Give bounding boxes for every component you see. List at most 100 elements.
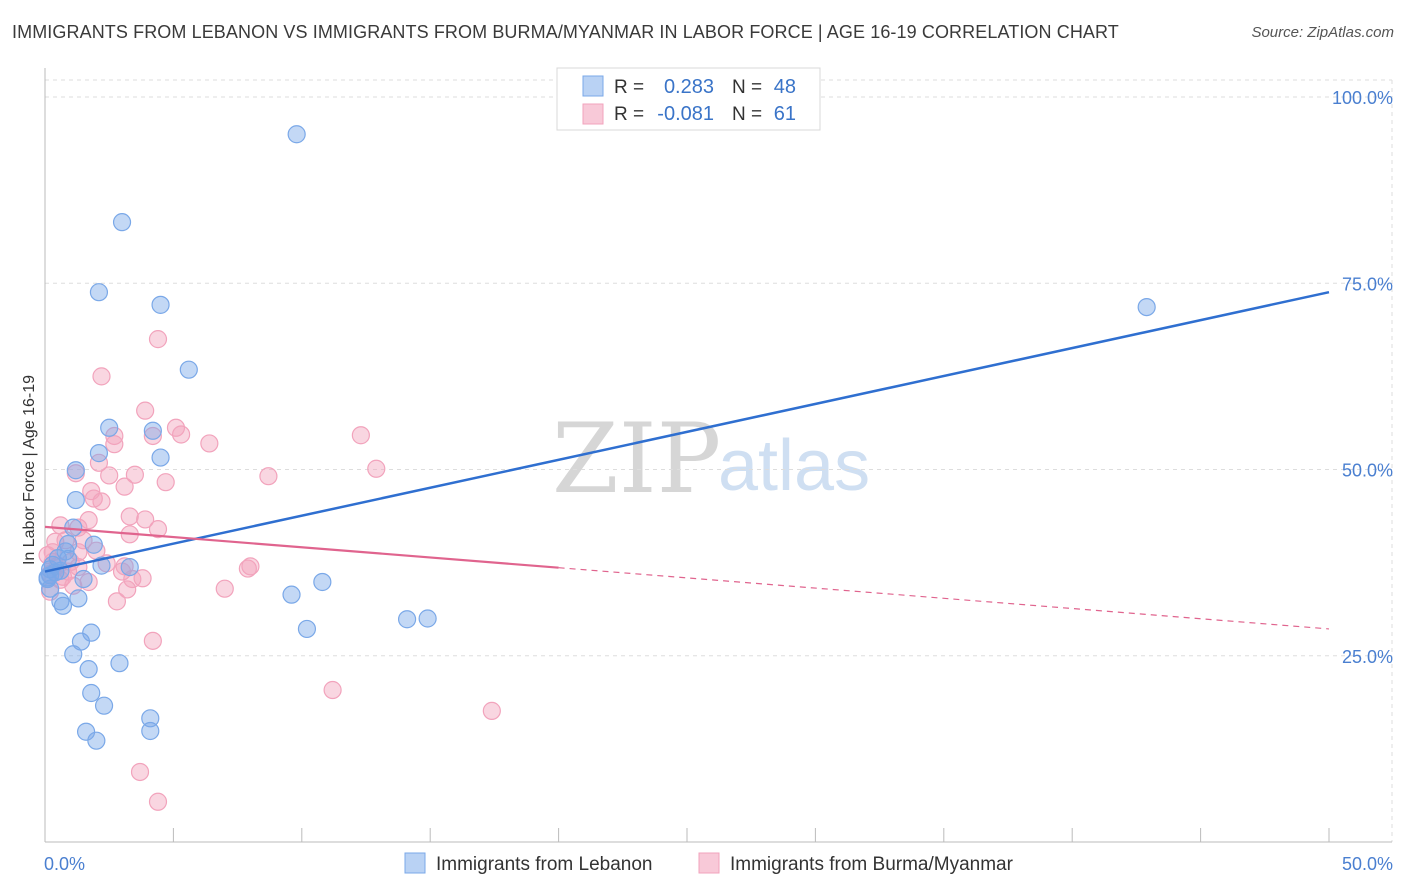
lebanon-point-39 <box>110 654 129 673</box>
burma-point-20 <box>92 492 111 511</box>
lebanon-point-38 <box>79 660 98 679</box>
burma-point-17 <box>115 477 134 496</box>
axes <box>44 68 1392 843</box>
lebanon-point-35 <box>82 623 101 642</box>
legend-burma-swatch <box>582 103 604 125</box>
burma-point-0 <box>148 330 168 349</box>
lebanon-point-43 <box>141 721 160 741</box>
lebanon-point-4 <box>179 360 198 379</box>
burma-point-16 <box>156 473 175 492</box>
y-tick-label-25: 25.0% <box>1342 647 1393 667</box>
legend-lebanon-marker <box>404 852 426 874</box>
burma-point-9 <box>351 426 370 445</box>
series-lebanon-points <box>38 125 1156 750</box>
lebanon-point-34 <box>297 619 317 639</box>
watermark-zip: ZIP <box>552 403 721 515</box>
legend-lebanon-label: Immigrants from Lebanon <box>436 854 653 875</box>
burma-trend-line-extension <box>558 567 1330 630</box>
burma-point-23 <box>136 510 155 529</box>
burma-point-10 <box>89 453 109 472</box>
burma-point-4 <box>172 425 191 444</box>
legend-r-label-2: R = <box>614 104 644 125</box>
lebanon-point-45 <box>87 731 106 750</box>
watermark-atlas: atlas <box>718 426 870 506</box>
lebanon-trend-line <box>44 290 1330 573</box>
burma-point-1 <box>92 367 111 386</box>
burma-point-8 <box>200 434 219 453</box>
lebanon-point-6 <box>100 418 119 437</box>
burma-point-46 <box>107 592 127 611</box>
burma-point-12 <box>100 466 119 485</box>
y-tick-label-75: 75.0% <box>1342 274 1393 294</box>
lebanon-point-25 <box>120 557 139 577</box>
y-tick-label-50: 50.0% <box>1342 461 1393 481</box>
burma-point-15 <box>367 459 386 478</box>
lebanon-point-33 <box>418 609 437 628</box>
burma-point-50 <box>323 680 342 700</box>
lebanon-point-7 <box>143 421 162 440</box>
lebanon-point-10 <box>66 461 85 480</box>
series-legend: Immigrants from Lebanon Immigrants from … <box>404 852 1014 875</box>
burma-point-41 <box>115 557 134 576</box>
lebanon-point-32 <box>397 610 417 629</box>
legend-burma-n: 61 <box>774 103 796 125</box>
lebanon-point-11 <box>66 490 85 510</box>
legend-n-label-2: N = <box>732 104 762 125</box>
lebanon-point-42 <box>141 709 160 728</box>
lebanon-point-5 <box>1137 297 1156 317</box>
chart-title: IMMIGRANTS FROM LEBANON VS IMMIGRANTS FR… <box>12 22 1119 42</box>
burma-point-28 <box>74 531 93 550</box>
lebanon-point-29 <box>69 589 88 608</box>
lebanon-point-3 <box>151 295 170 314</box>
legend-lebanon-r: 0.283 <box>664 76 714 98</box>
burma-trend-line <box>44 525 559 569</box>
x-tick-labels: 0.0% 50.0% <box>44 854 1393 874</box>
legend-n-label: N = <box>732 77 762 98</box>
legend-burma-marker <box>698 852 720 874</box>
lebanon-point-2 <box>89 283 109 302</box>
burma-point-2 <box>136 401 155 420</box>
lebanon-point-9 <box>151 448 170 467</box>
burma-point-53 <box>148 792 168 811</box>
lebanon-point-44 <box>76 722 96 741</box>
x-tick-label-min: 0.0% <box>44 854 85 874</box>
lebanon-point-28 <box>53 596 73 615</box>
burma-point-14 <box>259 467 278 486</box>
lebanon-point-30 <box>282 585 301 604</box>
legend-lebanon-swatch <box>582 75 604 97</box>
lebanon-point-31 <box>313 572 332 592</box>
lebanon-point-47 <box>38 569 57 589</box>
x-tick-label-max: 50.0% <box>1342 854 1393 874</box>
burma-point-11 <box>125 465 144 484</box>
lebanon-point-37 <box>64 645 83 664</box>
legend-burma-r: -0.081 <box>657 103 714 125</box>
burma-point-44 <box>238 559 257 578</box>
burma-point-45 <box>215 579 234 598</box>
burma-point-48 <box>38 546 57 565</box>
legend-r-label: R = <box>614 77 644 98</box>
burma-point-37 <box>79 572 98 592</box>
burma-point-52 <box>130 762 150 782</box>
lebanon-point-15 <box>56 542 75 561</box>
burma-point-5 <box>143 426 162 446</box>
burma-point-49 <box>143 631 162 650</box>
trend-lines <box>44 290 1330 630</box>
stats-legend: R = 0.283 N = 48 R = -0.081 N = 61 <box>556 67 821 131</box>
burma-point-51 <box>482 701 501 720</box>
y-axis-label: In Labor Force | Age 16-19 <box>21 375 38 565</box>
lebanon-point-40 <box>82 683 101 703</box>
burma-point-22 <box>120 507 139 526</box>
lebanon-point-14 <box>59 534 78 554</box>
burma-point-42 <box>118 580 137 599</box>
burma-point-21 <box>79 511 98 530</box>
lebanon-point-8 <box>89 444 109 463</box>
y-tick-label-100: 100.0% <box>1332 88 1393 108</box>
lebanon-point-1 <box>112 213 132 232</box>
burma-point-7 <box>105 435 124 454</box>
burma-point-25 <box>148 519 168 539</box>
burma-point-40 <box>133 569 152 588</box>
burma-point-43 <box>241 557 260 576</box>
lebanon-point-41 <box>94 696 114 715</box>
source-label: Source: ZipAtlas.com <box>1251 24 1394 41</box>
